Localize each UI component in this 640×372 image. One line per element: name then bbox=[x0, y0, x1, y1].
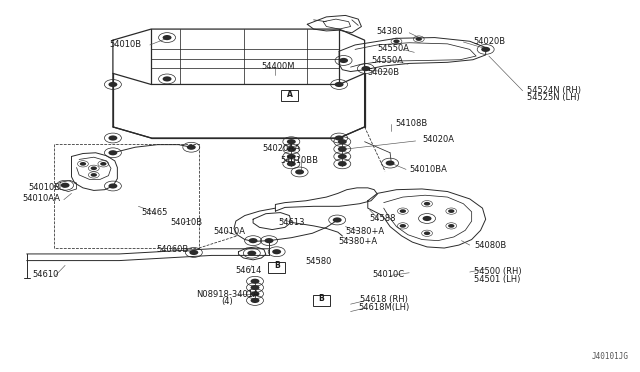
Text: B: B bbox=[274, 261, 280, 270]
Text: 54020A: 54020A bbox=[422, 135, 454, 144]
Circle shape bbox=[250, 291, 259, 296]
Text: 54550A: 54550A bbox=[371, 56, 403, 65]
Circle shape bbox=[338, 147, 347, 152]
Circle shape bbox=[247, 251, 256, 256]
Text: 54010A: 54010A bbox=[214, 227, 246, 235]
Circle shape bbox=[187, 145, 196, 150]
Circle shape bbox=[448, 224, 454, 228]
Text: 54610: 54610 bbox=[33, 270, 59, 279]
FancyBboxPatch shape bbox=[313, 295, 330, 307]
Circle shape bbox=[264, 238, 273, 243]
Circle shape bbox=[287, 147, 296, 152]
Text: 54020AA: 54020AA bbox=[263, 144, 301, 153]
Text: 54010C: 54010C bbox=[372, 270, 405, 279]
Circle shape bbox=[394, 39, 399, 43]
Circle shape bbox=[163, 76, 172, 81]
Circle shape bbox=[415, 37, 422, 41]
Text: B: B bbox=[318, 295, 324, 304]
Circle shape bbox=[481, 47, 490, 52]
Text: 54020B: 54020B bbox=[473, 37, 505, 46]
Circle shape bbox=[108, 135, 117, 141]
Text: 54588: 54588 bbox=[369, 214, 396, 223]
Circle shape bbox=[422, 216, 431, 221]
Circle shape bbox=[333, 217, 342, 222]
Circle shape bbox=[424, 231, 430, 235]
FancyBboxPatch shape bbox=[268, 262, 285, 273]
Text: 54380+A: 54380+A bbox=[345, 227, 384, 235]
Text: 54108B: 54108B bbox=[395, 119, 428, 128]
Circle shape bbox=[338, 161, 347, 166]
Text: 54614: 54614 bbox=[236, 266, 262, 275]
Circle shape bbox=[362, 66, 371, 71]
Text: 54580: 54580 bbox=[305, 257, 332, 266]
Text: 54618M(LH): 54618M(LH) bbox=[358, 302, 410, 312]
Text: 54010AA: 54010AA bbox=[22, 195, 60, 203]
Circle shape bbox=[250, 279, 259, 284]
Circle shape bbox=[80, 162, 86, 166]
Circle shape bbox=[189, 250, 198, 255]
Circle shape bbox=[100, 162, 106, 166]
Circle shape bbox=[287, 139, 296, 144]
Text: 54500 (RH): 54500 (RH) bbox=[474, 267, 522, 276]
Text: 54618 (RH): 54618 (RH) bbox=[360, 295, 408, 304]
Text: 54010B: 54010B bbox=[109, 41, 141, 49]
Circle shape bbox=[339, 58, 348, 63]
Circle shape bbox=[335, 82, 344, 87]
Text: A: A bbox=[287, 90, 292, 99]
Circle shape bbox=[338, 154, 347, 159]
Text: 54060B: 54060B bbox=[156, 245, 188, 254]
Text: 54525N (LH): 54525N (LH) bbox=[527, 93, 580, 102]
Text: 54400M: 54400M bbox=[262, 61, 295, 71]
Circle shape bbox=[108, 82, 117, 87]
Text: (4): (4) bbox=[221, 297, 234, 306]
Text: 54550A: 54550A bbox=[378, 44, 410, 53]
Circle shape bbox=[448, 209, 454, 213]
Circle shape bbox=[91, 173, 97, 177]
Text: 54020B: 54020B bbox=[367, 68, 400, 77]
Text: N08918-3401A: N08918-3401A bbox=[196, 290, 259, 299]
Text: J40101JG: J40101JG bbox=[592, 352, 629, 361]
Text: 54465: 54465 bbox=[141, 208, 168, 217]
Circle shape bbox=[295, 169, 304, 174]
Circle shape bbox=[399, 224, 406, 228]
Text: 54080B: 54080B bbox=[474, 241, 506, 250]
Text: 54380+A: 54380+A bbox=[339, 237, 378, 246]
Circle shape bbox=[399, 209, 406, 213]
Circle shape bbox=[424, 202, 430, 206]
Circle shape bbox=[248, 238, 257, 243]
Circle shape bbox=[250, 298, 259, 303]
Text: 54010BB: 54010BB bbox=[280, 156, 319, 166]
Circle shape bbox=[91, 166, 97, 170]
Circle shape bbox=[386, 161, 394, 166]
Circle shape bbox=[338, 139, 347, 144]
Circle shape bbox=[272, 249, 281, 254]
Circle shape bbox=[163, 35, 172, 40]
Text: 54524N (RH): 54524N (RH) bbox=[527, 86, 581, 94]
Text: 54010B: 54010B bbox=[170, 218, 202, 227]
Circle shape bbox=[108, 183, 117, 189]
Circle shape bbox=[287, 154, 296, 159]
Circle shape bbox=[61, 183, 70, 188]
Circle shape bbox=[108, 150, 117, 155]
Text: 54010BA: 54010BA bbox=[409, 165, 447, 174]
Circle shape bbox=[250, 285, 259, 290]
Circle shape bbox=[287, 161, 296, 166]
Text: 54501 (LH): 54501 (LH) bbox=[474, 275, 520, 283]
Text: 54010B: 54010B bbox=[28, 183, 60, 192]
FancyBboxPatch shape bbox=[281, 90, 298, 102]
Text: 54380: 54380 bbox=[377, 27, 403, 36]
Text: 54613: 54613 bbox=[278, 218, 305, 227]
Circle shape bbox=[335, 135, 344, 141]
